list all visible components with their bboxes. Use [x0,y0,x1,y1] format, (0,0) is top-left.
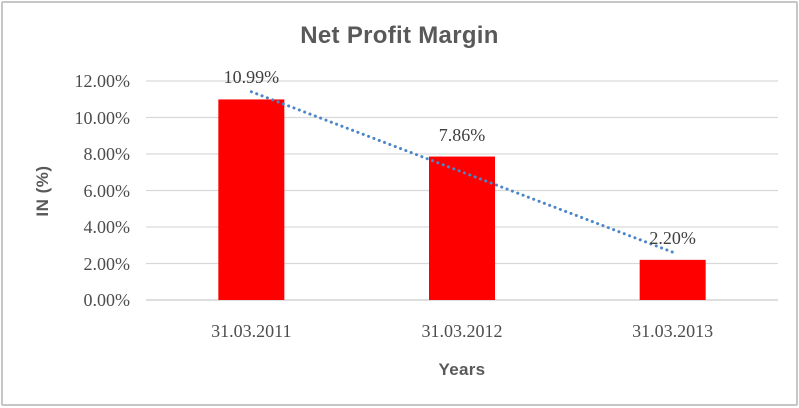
trendline [249,90,675,254]
chart-title: Net Profit Margin [300,22,499,49]
y-tick-label-2: 2.00% [83,253,131,274]
y-tick-label-4: 4.00% [83,217,131,237]
x-tick-label-2012: 31.03.2012 [421,321,503,341]
bar-31.03.2012 [429,156,495,300]
x-axis-title: Years [438,360,486,379]
plot-area [146,80,778,301]
data-label-2013: 2.20% [649,227,696,248]
y-tick-label-12: 12.00% [74,71,131,91]
bar-31.03.2013 [639,259,706,300]
y-tick-label-6: 6.00% [83,180,131,201]
y-tick-label-0: 0.00% [83,290,131,310]
y-tick-label-10: 10.00% [74,107,131,128]
y-tick-label-8: 8.00% [83,144,131,164]
data-label-2011: 10.99% [223,67,280,88]
data-label-2012: 7.86% [438,124,486,145]
bar-31.03.2011 [218,99,285,301]
x-tick-label-2011: 31.03.2011 [211,321,292,341]
x-tick-label-2013: 31.03.2013 [632,321,714,341]
